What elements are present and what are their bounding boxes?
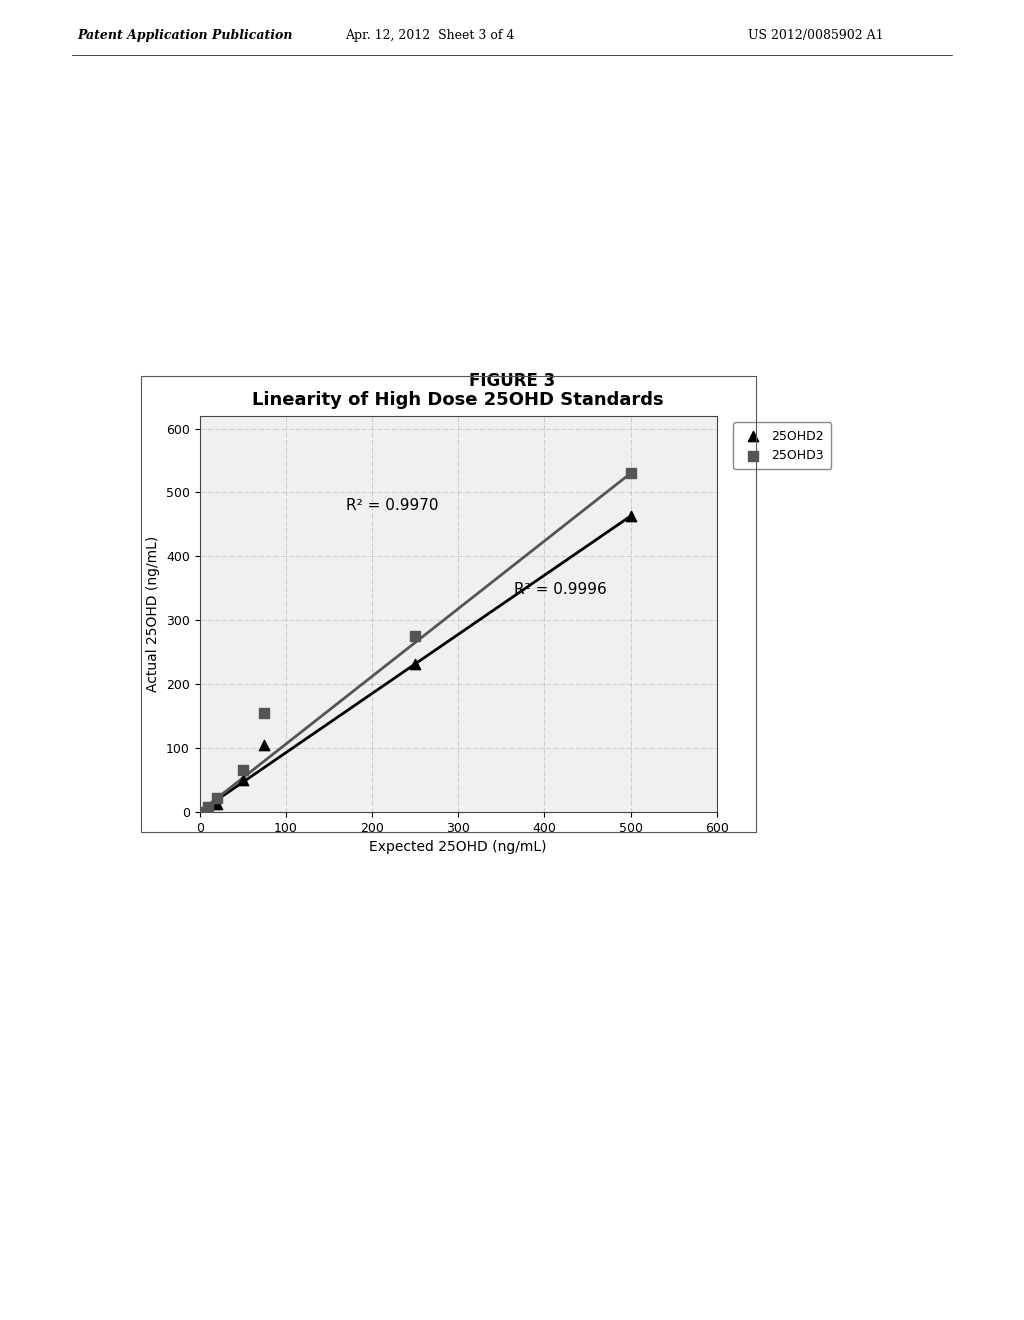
Title: Linearity of High Dose 25OHD Standards: Linearity of High Dose 25OHD Standards — [253, 391, 664, 409]
25OHD3 — [623, 463, 639, 484]
Text: R² = 0.9996: R² = 0.9996 — [514, 582, 607, 597]
25OHD2 — [234, 770, 251, 791]
25OHD2 — [200, 799, 216, 820]
25OHD3 — [191, 801, 208, 822]
25OHD3 — [256, 702, 272, 723]
X-axis label: Expected 25OHD (ng/mL): Expected 25OHD (ng/mL) — [370, 840, 547, 854]
25OHD2 — [209, 793, 225, 814]
25OHD3 — [234, 760, 251, 781]
25OHD2 — [407, 653, 423, 675]
Text: FIGURE 3: FIGURE 3 — [469, 372, 555, 391]
Text: Patent Application Publication: Patent Application Publication — [77, 29, 292, 42]
Text: Apr. 12, 2012  Sheet 3 of 4: Apr. 12, 2012 Sheet 3 of 4 — [345, 29, 515, 42]
Y-axis label: Actual 25OHD (ng/mL): Actual 25OHD (ng/mL) — [146, 536, 161, 692]
25OHD3 — [209, 787, 225, 808]
25OHD2 — [191, 801, 208, 822]
25OHD2 — [623, 506, 639, 527]
25OHD3 — [407, 626, 423, 647]
25OHD2 — [256, 734, 272, 755]
Legend: 25OHD2, 25OHD3: 25OHD2, 25OHD3 — [733, 422, 831, 470]
25OHD3 — [200, 796, 216, 817]
Text: US 2012/0085902 A1: US 2012/0085902 A1 — [748, 29, 883, 42]
Text: R² = 0.9970: R² = 0.9970 — [346, 498, 438, 512]
